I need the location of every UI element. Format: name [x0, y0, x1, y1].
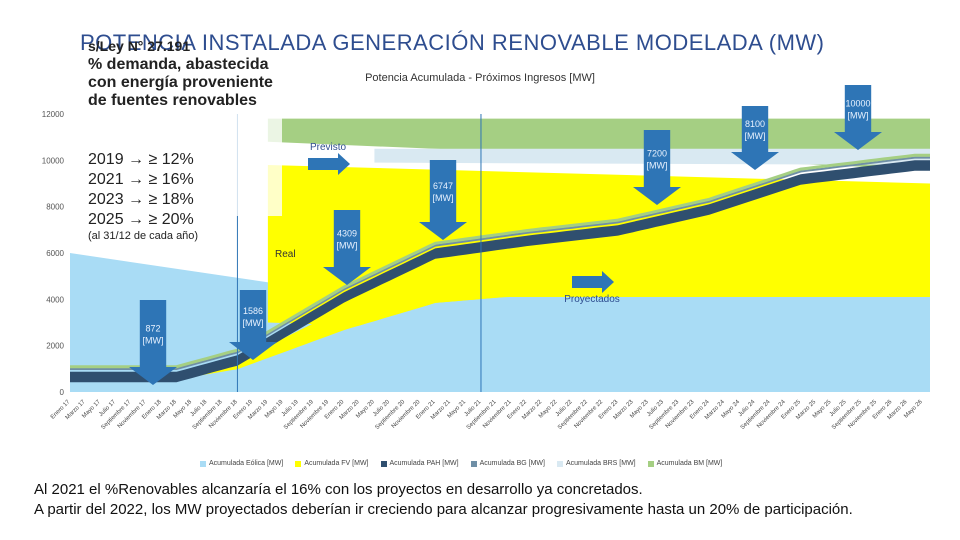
milestone-unit: [MW]	[243, 318, 264, 328]
page-title: POTENCIA INSTALADA GENERACIÓN RENOVABLE …	[80, 30, 960, 62]
annotation-proyectados: Proyectados	[564, 271, 620, 305]
y-tick-label: 8000	[46, 203, 64, 212]
milestone-arrow	[129, 300, 177, 385]
milestone-arrow	[633, 130, 681, 205]
milestone-unit: [MW]	[745, 131, 766, 141]
milestone-7200: 7200 [MW]	[633, 130, 681, 205]
annotation-label: Proyectados	[564, 294, 620, 305]
milestone-arrow	[323, 210, 371, 285]
legend-swatch	[380, 460, 387, 467]
milestone-872: 872 [MW]	[129, 300, 177, 385]
target-2021: 2021 → ≥ 16%	[88, 171, 194, 188]
legend-label: Acumulada BRS [MW]	[565, 460, 636, 467]
legend-swatch	[470, 460, 477, 467]
legend-swatch	[647, 460, 654, 467]
annotation-arrow	[308, 153, 350, 175]
line-bg	[70, 156, 930, 370]
milestone-value: 872	[145, 324, 160, 334]
y-tick-label: 6000	[46, 249, 64, 258]
legend-swatch	[295, 460, 302, 467]
annotation-real: Real	[275, 249, 296, 260]
milestone-value: 6747	[433, 181, 453, 191]
chart-annotations: 872[MW]1586[MW]4309[MW]6747[MW]7200[MW]8…	[129, 85, 882, 392]
legend-item: Acumulada FV [MW]	[295, 460, 369, 467]
footer-line-2: A partir del 2022, los MW proyectados de…	[34, 501, 853, 518]
note-background	[82, 38, 282, 216]
milestone-8100: 8100 [MW]	[731, 106, 779, 170]
milestone-arrow	[419, 160, 467, 240]
y-tick-label: 12000	[42, 110, 65, 119]
milestone-unit: [MW]	[337, 241, 358, 251]
line-bm	[70, 153, 930, 369]
legend-swatch	[200, 460, 206, 467]
milestone-6747: 6747 [MW]	[419, 160, 467, 240]
footer-text: Al 2021 el %Renovables alcanzaría el 16%…	[34, 480, 934, 520]
milestone-value: 8100	[745, 119, 765, 129]
area-eolica	[70, 297, 930, 392]
milestone-1586: 1586 [MW]	[229, 290, 277, 360]
law-description: % demanda, abastecida con energía proven…	[88, 56, 273, 109]
legend-label: Acumulada PAH [MW]	[389, 460, 459, 467]
legend-swatch	[556, 460, 563, 467]
legend-label: Acumulada Eólica [MW]	[209, 460, 284, 467]
law-date-note: (al 31/12 de cada año)	[88, 230, 199, 242]
milestone-value: 10000	[845, 99, 870, 109]
milestone-unit: [MW]	[647, 161, 668, 171]
target-2019: 2019 → ≥ 12%	[88, 151, 194, 168]
y-tick-label: 0	[60, 388, 65, 397]
target-2023: 2023 → ≥ 18%	[88, 191, 194, 208]
legend-item: Acumulada Eólica [MW]	[200, 460, 283, 467]
chart-title: Potencia Acumulada - Próximos Ingresos […	[365, 72, 595, 84]
legend-item: Acumulada PAH [MW]	[380, 460, 459, 467]
footer-line-1: Al 2021 el %Renovables alcanzaría el 16%…	[34, 481, 643, 498]
milestone-arrow	[834, 85, 882, 150]
legend-label: Acumulada BG [MW]	[479, 460, 545, 467]
legend-label: Acumulada BM [MW]	[656, 460, 723, 467]
target-2025: 2025 → ≥ 20%	[88, 211, 194, 228]
chart-legend: Acumulada Eólica [MW] Acumulada FV [MW] Ac…	[200, 460, 800, 467]
annotation-label: Previsto	[310, 142, 347, 153]
milestone-value: 1586	[243, 306, 263, 316]
area-fv	[70, 246, 930, 380]
milestone-value: 4309	[337, 229, 357, 239]
milestone-unit: [MW]	[433, 193, 454, 203]
legend-item: Acumulada BM [MW]	[647, 460, 723, 467]
law-targets: 2019 → ≥ 12% 2021 → ≥ 16% 2023 → ≥ 18% 2…	[88, 150, 194, 230]
y-tick-label: 10000	[42, 156, 65, 165]
legend-item: Acumulada BRS [MW]	[556, 460, 636, 467]
annotation-arrow	[572, 271, 614, 293]
y-tick-label: 4000	[46, 295, 64, 304]
milestone-arrow	[731, 106, 779, 170]
title-text: POTENCIA INSTALADA GENERACIÓN RENOVABLE …	[80, 30, 825, 55]
milestone-arrow	[229, 290, 277, 360]
milestone-10000: 10000 [MW]	[834, 85, 882, 150]
milestone-value: 7200	[647, 149, 667, 159]
milestone-unit: [MW]	[848, 111, 869, 121]
chart-y-axis: 0 2000 4000 6000 8000 10000 12000	[42, 110, 65, 397]
law-label: s/Ley N° 27.191	[88, 38, 191, 54]
y-tick-label: 2000	[46, 342, 64, 351]
annotation-previsto: Previsto	[308, 142, 350, 175]
legend-label: Acumulada FV [MW]	[304, 460, 369, 467]
milestone-unit: [MW]	[143, 336, 164, 346]
milestone-4309: 4309 [MW]	[323, 210, 371, 285]
legend-item: Acumulada BG [MW]	[470, 460, 545, 467]
